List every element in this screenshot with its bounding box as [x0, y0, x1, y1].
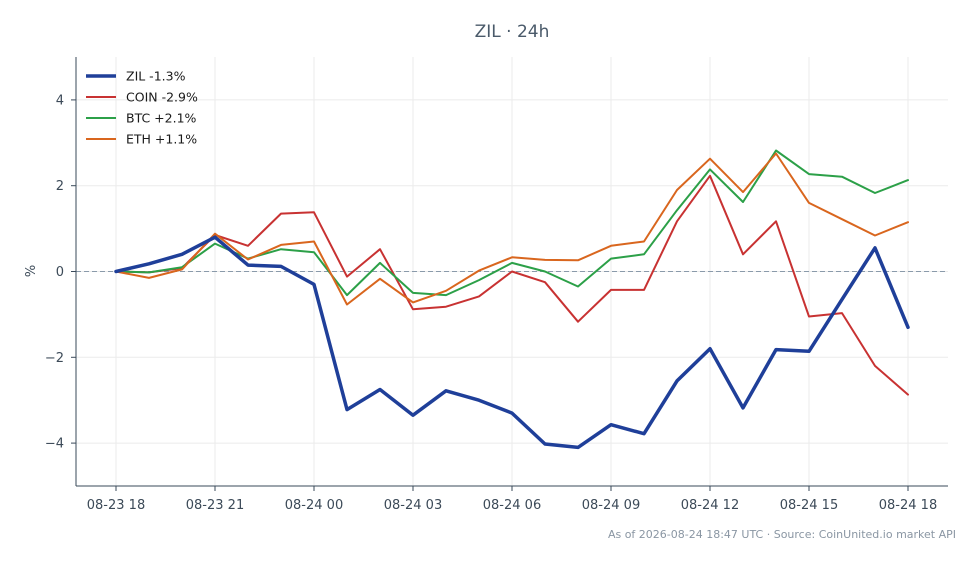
y-tick-label: 4	[56, 93, 64, 108]
x-ticks: 08-23 18 08-23 21 08-24 00 08-24 03 08-24 06…	[87, 486, 937, 513]
x-tick-label: 08-24 12	[681, 498, 739, 513]
x-tick-label: 08-24 18	[879, 498, 937, 513]
x-tick-label: 08-24 15	[780, 498, 838, 513]
x-tick-label: 08-24 03	[384, 498, 442, 513]
y-tick-label: −2	[45, 351, 64, 366]
footer-source: As of 2026-08-24 18:47 UTC · Source: Coi…	[608, 528, 956, 541]
legend-label: COIN -2.9%	[126, 90, 198, 105]
series-line	[114, 235, 910, 450]
x-tick-label: 08-24 06	[483, 498, 541, 513]
x-tick-label: 08-24 00	[285, 498, 343, 513]
y-ticks: 4 2 0 −2 −4	[45, 93, 76, 452]
series-line	[115, 152, 909, 306]
legend-label: ZIL -1.3%	[126, 69, 186, 84]
y-tick-label: 2	[56, 179, 64, 194]
series-line	[115, 174, 909, 396]
x-tick-label: 08-23 21	[186, 498, 244, 513]
legend-label: ETH +1.1%	[126, 132, 197, 147]
chart-title: ZIL · 24h	[475, 22, 550, 42]
y-axis-label: %	[24, 265, 39, 277]
legend: ZIL -1.3% COIN -2.9% BTC +2.1% ETH +1.1%	[86, 69, 198, 147]
series-lines	[114, 149, 910, 450]
y-tick-label: −4	[45, 437, 64, 452]
y-tick-label: 0	[56, 265, 64, 280]
x-tick-label: 08-24 09	[582, 498, 640, 513]
legend-label: BTC +2.1%	[126, 111, 197, 126]
x-tick-label: 08-23 18	[87, 498, 145, 513]
